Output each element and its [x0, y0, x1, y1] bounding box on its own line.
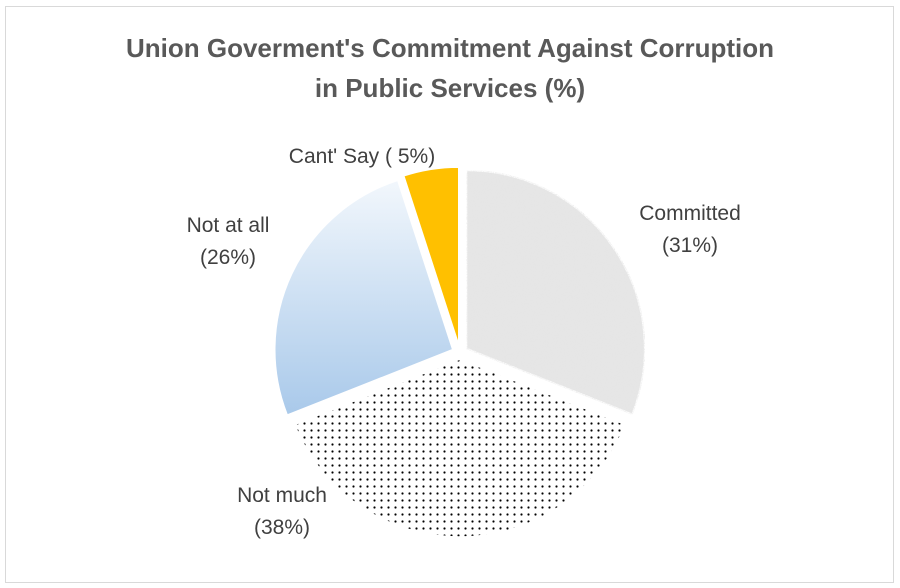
chart-title-line-2: in Public Services (%) — [314, 73, 586, 103]
pie-slice-committed — [465, 169, 646, 416]
pie-slice-not-much — [293, 358, 627, 538]
pie-slice-cant-say — [402, 166, 460, 346]
chart-title: Union Goverment's Commitment Against Cor… — [0, 28, 900, 108]
chart-title-line-1: Union Goverment's Commitment Against Cor… — [125, 33, 775, 63]
data-label-cant-say: Cant' Say ( 5%) — [289, 145, 435, 168]
data-label-committed: Committed (31%) — [639, 202, 741, 257]
pie-slice-not-at-all — [274, 179, 454, 417]
data-label-not-at-all: Not at all (26%) — [187, 214, 270, 269]
data-label-not-much: Not much (38%) — [237, 484, 327, 539]
